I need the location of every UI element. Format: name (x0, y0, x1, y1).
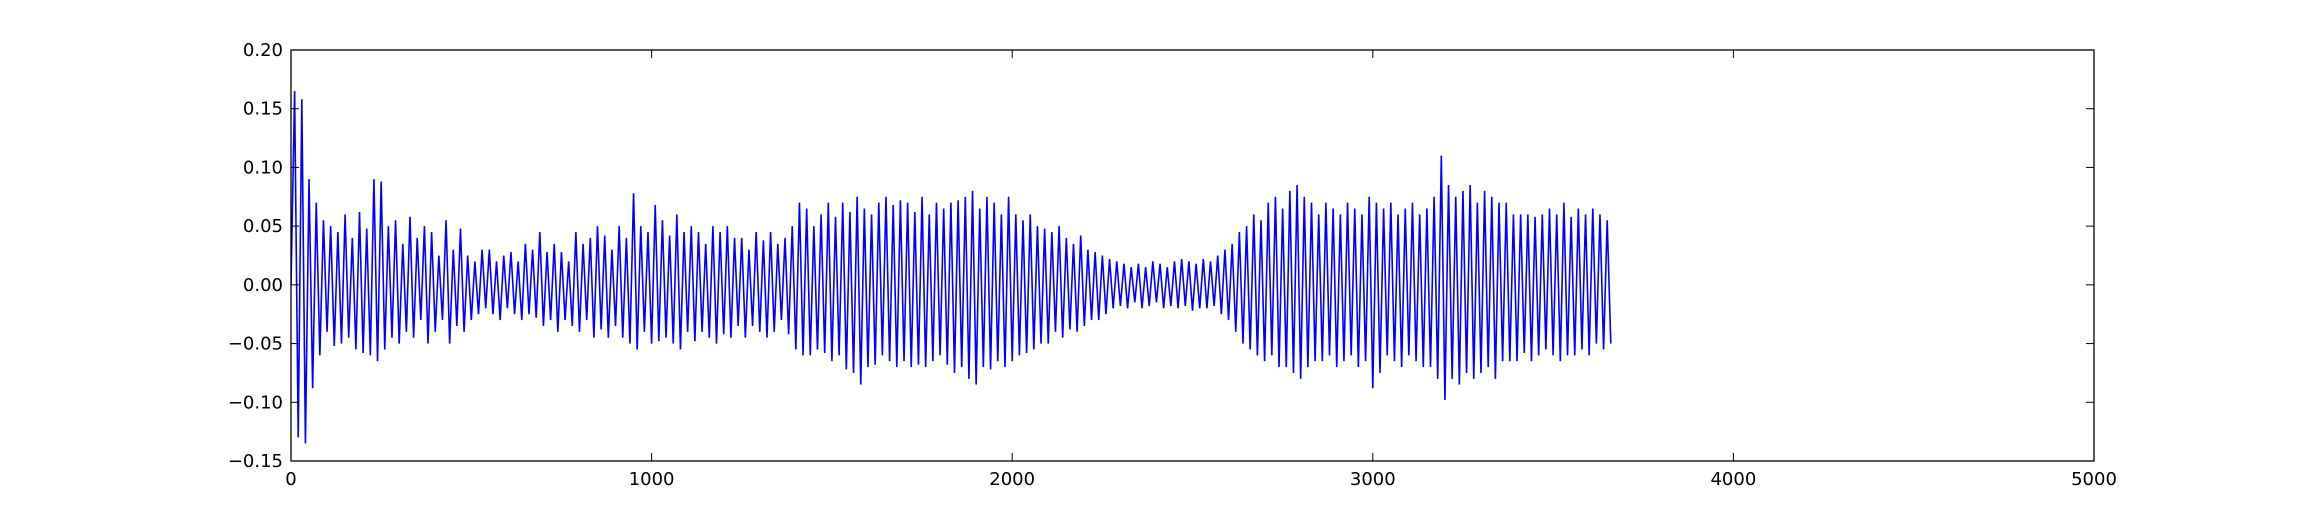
x-tick-label: 3000 (1350, 469, 1396, 490)
y-tick-label: −0.15 (228, 451, 283, 472)
x-tick-label: 2000 (989, 469, 1035, 490)
y-tick-label: 0.15 (243, 99, 283, 120)
x-axis-ticks: 0 1000 2000 3000 4000 5000 (285, 50, 2117, 490)
y-tick-label: −0.10 (228, 392, 283, 413)
y-tick-label: 0.20 (243, 40, 283, 61)
y-tick-label: −0.05 (228, 334, 283, 355)
x-tick-label: 5000 (2071, 469, 2117, 490)
x-tick-label: 1000 (629, 469, 675, 490)
x-tick-label: 4000 (1710, 469, 1756, 490)
series-line (291, 91, 1612, 444)
y-tick-label: 0.10 (243, 157, 283, 178)
y-tick-label: 0.00 (243, 275, 283, 296)
plot-frame (290, 49, 2095, 462)
y-axis-ticks: −0.15 −0.10 −0.05 0.00 0.05 0.10 0.15 0.20 (228, 40, 2094, 472)
x-tick-label: 0 (285, 469, 296, 490)
y-tick-label: 0.05 (243, 216, 283, 237)
